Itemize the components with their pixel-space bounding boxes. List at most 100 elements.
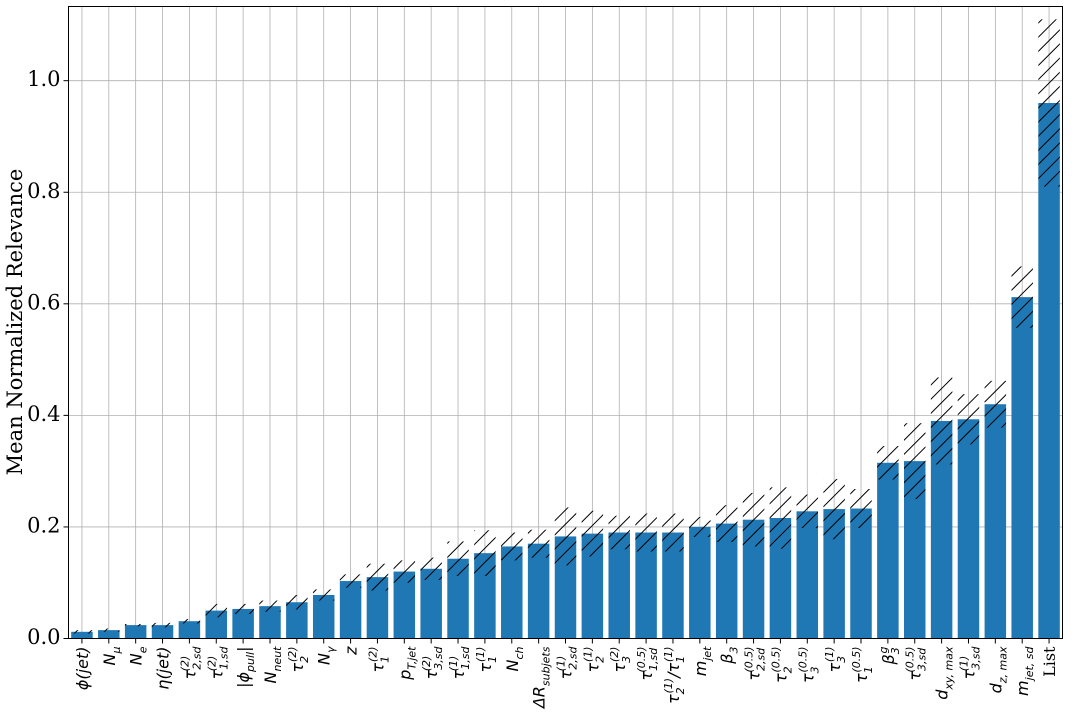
label-part: τ [368, 663, 387, 673]
label-part: (2) [420, 656, 433, 672]
bar [796, 511, 819, 639]
label-part: μ [110, 647, 123, 655]
label-part: (1) [581, 647, 594, 663]
x-tick-label: z [342, 646, 361, 656]
error-band [662, 513, 684, 552]
bar [71, 631, 93, 639]
label-part: 1 [486, 656, 499, 663]
y-tick-label: 1.0 [27, 67, 60, 91]
bar [286, 602, 308, 639]
label-part: τ [959, 669, 978, 679]
x-tick-label: ϕ(jet) [73, 647, 92, 691]
label-part: (2) [366, 647, 379, 663]
label-part: (0.5) [904, 647, 917, 673]
y-tick-label: 0.8 [27, 179, 60, 203]
label-part: ch [513, 646, 526, 659]
x-tick-label: τ2(2) [286, 647, 311, 673]
x-tick-label: τ1,sd(0.5) [635, 647, 660, 681]
label-part: (2) [205, 656, 218, 672]
label-part: N [261, 672, 280, 684]
bar [151, 625, 174, 639]
bar [1011, 297, 1033, 639]
x-tick-label: dxy, max [933, 646, 956, 700]
label-part: 1,sd [217, 645, 230, 669]
error-band [312, 589, 335, 601]
bar [312, 594, 335, 639]
bar [930, 420, 953, 639]
x-tick-label: List [1040, 646, 1059, 677]
label-part: neut [271, 646, 284, 672]
label-part: 2 [593, 656, 606, 663]
bar [850, 508, 872, 639]
label-part: ϕ(jet) [73, 647, 92, 691]
label-part: (1) [555, 656, 568, 672]
x-tick-label: τ1,sd(1) [447, 645, 472, 679]
error-band [1038, 19, 1060, 187]
label-part: 3,sd [969, 645, 982, 669]
label-part: (0.5) [796, 647, 809, 673]
x-tick-label: τ1(1) [474, 647, 499, 673]
label-part: 2,sd [755, 647, 768, 671]
y-tick-label: 0.2 [27, 513, 60, 537]
label-part: (0.5) [850, 647, 863, 673]
bars [71, 19, 1060, 639]
x-tick-label: τ2,sd(1) [555, 645, 580, 679]
bar [877, 462, 899, 639]
label-part: m [1013, 680, 1032, 696]
label-part: 2 [781, 666, 794, 673]
label-part: N [315, 653, 334, 665]
label-part: (1) [662, 647, 675, 663]
bar [420, 568, 442, 639]
x-tick-label: τ3,sd(1) [957, 645, 982, 679]
label-part: pull [244, 652, 257, 673]
x-tick-label: η(jet) [154, 647, 173, 690]
label-part: 3 [808, 666, 821, 673]
label-part: p [395, 670, 414, 681]
bar [715, 523, 738, 639]
error-band [984, 380, 1007, 428]
bar [393, 571, 416, 639]
label-part: e [137, 646, 150, 653]
label-part: 3 [728, 647, 741, 654]
x-tick-label: β3 [718, 647, 741, 665]
label-part: 3 [889, 647, 902, 654]
error-band [474, 530, 496, 577]
label-part: 3 [620, 656, 633, 663]
x-tick-label: τ3(2) [608, 647, 633, 673]
label-part: (2) [286, 647, 299, 663]
label-part: γ [325, 646, 338, 653]
x-tick-label: dz, max [986, 646, 1009, 693]
error-band [447, 541, 469, 577]
label-part: N [127, 653, 146, 665]
label-part: τ [798, 673, 817, 683]
error-band [823, 478, 845, 540]
x-tick-label: τ1,sd(2) [205, 645, 230, 679]
error-band [286, 594, 308, 610]
error-band [71, 630, 93, 634]
label-part: N [503, 660, 522, 672]
label-part: d [933, 689, 952, 700]
error-band [151, 622, 174, 628]
bar [1038, 103, 1060, 639]
x-tick-label: |ϕpull| [234, 647, 257, 688]
x-tick-label: Nγ [315, 646, 338, 665]
x-tick-label: τ2(0.5) [769, 647, 794, 684]
x-tick-label: β3g [877, 646, 902, 665]
label-part: ΔR [530, 686, 549, 710]
label-part: N [100, 653, 119, 665]
label-part: T,jet [405, 646, 418, 670]
x-tick-label: Nμ [100, 647, 123, 666]
bar [259, 606, 281, 639]
x-tick-label: τ2,sd(2) [178, 645, 203, 679]
label-part: τ [449, 669, 468, 679]
label-part: jet [701, 646, 714, 663]
label-part: 3,sd [432, 645, 445, 669]
bar [608, 532, 630, 639]
bar [366, 577, 389, 639]
label-part: d [986, 682, 1005, 693]
x-tick-label: τ2,sd(0.5) [743, 647, 768, 681]
label-part: xy, max [943, 646, 956, 691]
label-part: /τ [664, 663, 683, 680]
error-band [98, 628, 120, 632]
error-band [339, 574, 362, 588]
